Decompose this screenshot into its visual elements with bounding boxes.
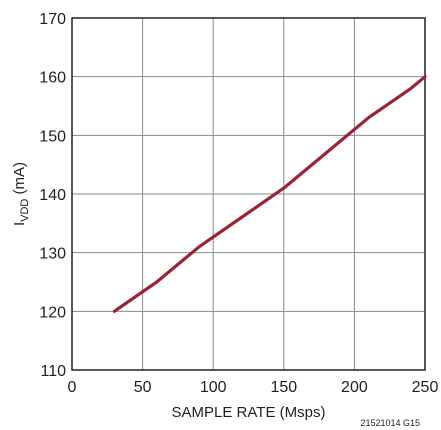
y-axis-label: IVDD (mA)	[11, 162, 31, 226]
y-tick-label-1: 120	[39, 304, 66, 321]
y-axis-label-unit: (mA)	[11, 162, 28, 199]
y-tick-label-5: 160	[39, 70, 66, 87]
y-tick-label-0: 110	[40, 363, 66, 380]
x-axis-label: SAMPLE RATE (Msps)	[172, 404, 326, 421]
y-tick-label-6: 170	[39, 11, 66, 28]
grid-lines	[72, 18, 425, 370]
y-tick-label-2: 130	[39, 246, 66, 263]
x-tick-labels: 0 50 100 150 200 250	[68, 379, 439, 396]
y-tick-label-4: 150	[39, 128, 66, 145]
x-tick-label-0: 0	[68, 379, 77, 396]
y-axis-label-sub: VDD	[19, 199, 31, 222]
series-line	[112, 75, 427, 313]
x-tick-label-2: 100	[200, 379, 227, 396]
y-tick-label-3: 140	[39, 187, 66, 204]
plot-frame	[71, 17, 426, 371]
x-tick-label-4: 200	[341, 379, 368, 396]
y-tick-labels: 110 120 130 140 150 160 170	[39, 11, 66, 380]
x-tick-label-5: 250	[412, 379, 439, 396]
y-axis-label-main: I	[11, 222, 28, 226]
figure-id: 21521014 G15	[360, 418, 420, 428]
x-tick-label-3: 150	[270, 379, 297, 396]
x-tick-label-1: 50	[134, 379, 152, 396]
